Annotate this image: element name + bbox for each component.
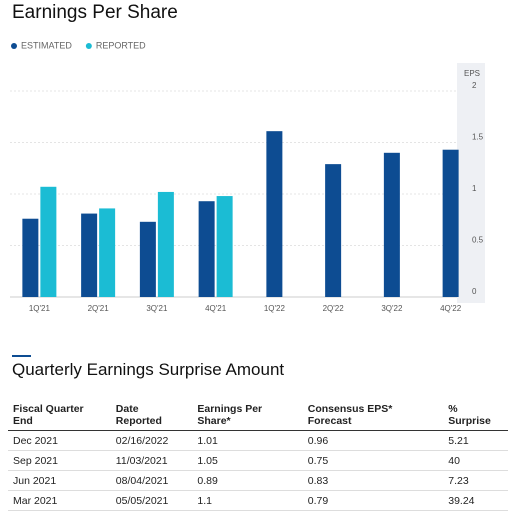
y-tick-label: 1.5 xyxy=(472,133,484,142)
table-cell: Sep 2021 xyxy=(8,450,111,471)
y-tick-label: 1 xyxy=(472,184,477,193)
bar xyxy=(325,164,342,297)
table-row: Sep 2021 11/03/2021 1.05 0.75 40 xyxy=(8,450,508,471)
table-cell: 05/05/2021 xyxy=(110,490,193,511)
page: {"chart_data": {"type": "bar", "title": … xyxy=(8,2,508,511)
column-header: Consensus EPS* Forecast xyxy=(302,400,444,431)
section-accent xyxy=(12,355,31,357)
x-tick-label: 3Q'21 xyxy=(146,304,168,313)
y-tick-label: 0.5 xyxy=(472,236,484,245)
header-row: Fiscal Quarter End Date Reported Earnings … xyxy=(8,400,508,431)
table-row: Jun 2021 08/04/2021 0.89 0.83 7.23 xyxy=(8,470,508,491)
table-cell: 0.96 xyxy=(302,430,444,451)
table-cell: 1.1 xyxy=(192,490,303,511)
x-tick-label: 3Q'22 xyxy=(381,304,403,313)
table-row: Dec 2021 02/16/2022 1.01 0.96 5.21 xyxy=(8,430,508,451)
table-cell: 7.23 xyxy=(443,470,508,491)
y-tick-label: 2 xyxy=(472,81,477,90)
section-title: Quarterly Earnings Surprise Amount xyxy=(12,360,285,379)
column-header: Date Reported xyxy=(110,400,193,431)
chart: Earnings Per Share EPS ESTIMATED REPORTED… xyxy=(10,2,485,313)
table-cell: 40 xyxy=(443,450,508,471)
bar xyxy=(216,196,233,297)
table-cell: Jun 2021 xyxy=(8,470,111,491)
bar xyxy=(157,191,174,297)
x-tick-label: 2Q'21 xyxy=(88,304,110,313)
bar xyxy=(81,213,98,297)
x-tick-label: 4Q'22 xyxy=(440,304,462,313)
legend-label: ESTIMATED xyxy=(21,40,72,50)
column-header: Earnings Per Share* xyxy=(192,400,303,431)
surprise-table: Fiscal Quarter End Date Reported Earnings … xyxy=(8,400,508,511)
y-axis-label: EPS xyxy=(464,69,480,78)
x-tick-label: 1Q'21 xyxy=(29,304,51,313)
bar xyxy=(442,149,459,297)
table-cell: 02/16/2022 xyxy=(110,430,193,451)
table-cell: 0.83 xyxy=(302,470,444,491)
axis-panel xyxy=(457,63,485,303)
x-tick-label: 2Q'22 xyxy=(323,304,345,313)
bar xyxy=(139,221,156,297)
legend-label: REPORTED xyxy=(96,40,146,50)
table-cell: 39.24 xyxy=(443,490,508,511)
bar xyxy=(198,201,215,297)
table-cell: 08/04/2021 xyxy=(110,470,193,491)
bar xyxy=(266,131,283,297)
table-cell: 11/03/2021 xyxy=(110,450,193,471)
table-cell: Dec 2021 xyxy=(8,430,111,451)
table-cell: 0.89 xyxy=(192,470,303,491)
table-row: Mar 2021 05/05/2021 1.1 0.79 39.24 xyxy=(8,490,508,511)
chart-title: Earnings Per Share xyxy=(12,2,178,23)
x-tick-label: 4Q'21 xyxy=(205,304,227,313)
table-cell: 0.75 xyxy=(302,450,444,471)
legend-marker xyxy=(11,43,17,49)
x-tick-label: 1Q'22 xyxy=(264,304,286,313)
column-header: % Surprise xyxy=(443,400,508,431)
table-cell: 5.21 xyxy=(443,430,508,451)
bar xyxy=(22,218,39,297)
table-cell: Mar 2021 xyxy=(8,490,111,511)
column-header: Fiscal Quarter End xyxy=(8,400,111,431)
y-tick-label: 0 xyxy=(472,287,477,296)
legend-marker xyxy=(85,43,92,49)
bar xyxy=(40,186,57,297)
table-cell: 1.01 xyxy=(192,430,303,451)
table-cell: 1.05 xyxy=(192,450,303,471)
table-cell: 0.79 xyxy=(302,490,444,511)
bar xyxy=(99,208,116,297)
bar xyxy=(383,152,400,297)
